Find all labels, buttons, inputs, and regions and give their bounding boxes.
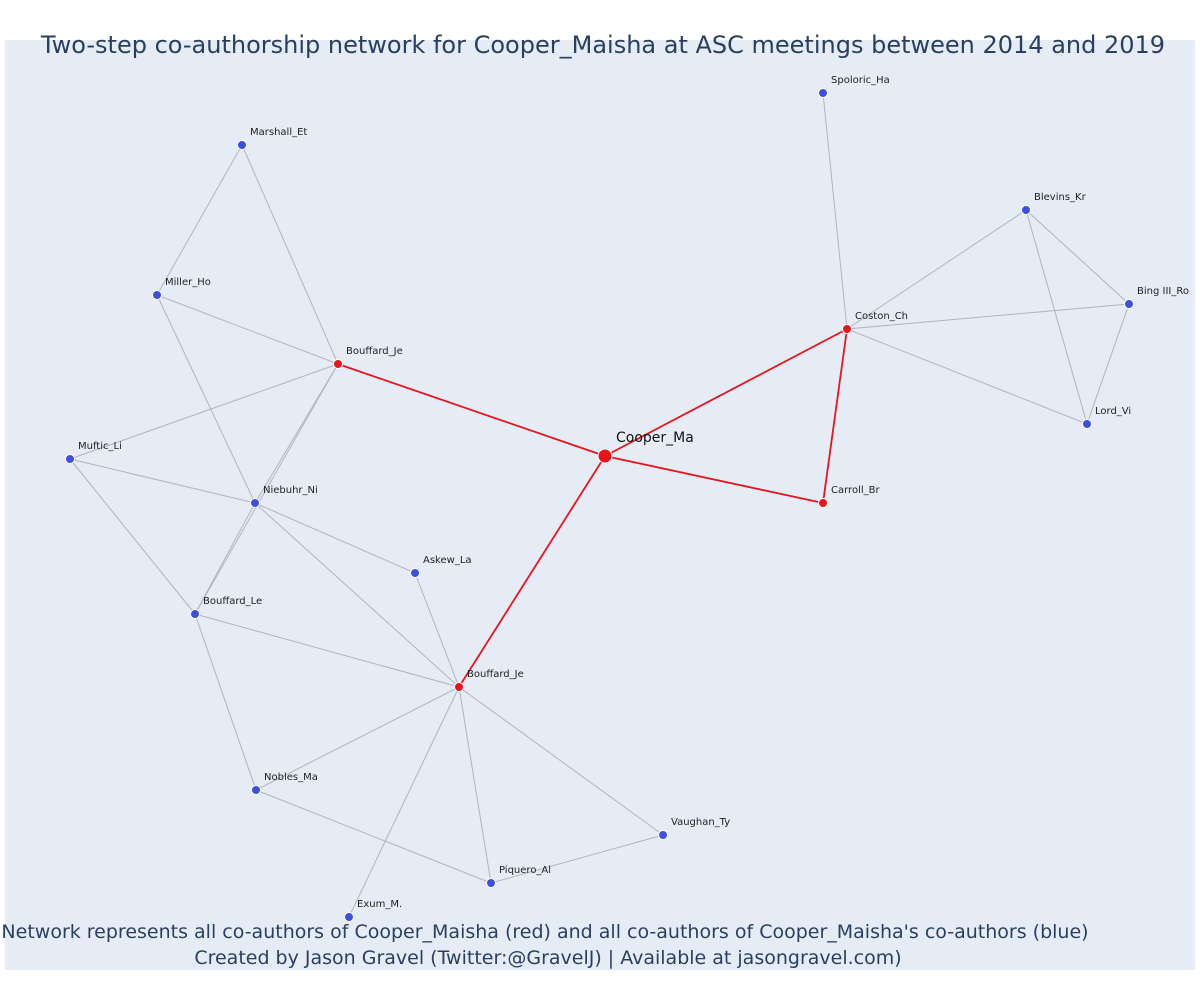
node-label-coston: Coston_Ch xyxy=(855,311,908,322)
edge-niebuhr-bouffard_le xyxy=(194,502,256,615)
labels-layer: Cooper_Ma Bouffard_Je Coston_Ch Carroll_Br B… xyxy=(78,75,1189,910)
edge-marshall-miller xyxy=(156,144,243,296)
chart-title: Two-step co-authorship network for Coope… xyxy=(40,31,1165,59)
node-label-vaughan: Vaughan_Ty xyxy=(671,817,730,828)
node-label-niebuhr: Niebuhr_Ni xyxy=(263,485,318,496)
node-bouffard_le[interactable] xyxy=(190,609,200,619)
edge-bouffard_je2-vaughan xyxy=(458,686,664,836)
node-askew[interactable] xyxy=(410,568,420,578)
edge-bing-lord xyxy=(1086,303,1130,425)
caption-line-2: Created by Jason Gravel (Twitter:@Gravel… xyxy=(194,947,901,969)
edge-miller-niebuhr xyxy=(156,294,256,504)
edge-coston-blevins xyxy=(846,209,1027,330)
edge-muftic-niebuhr xyxy=(69,458,256,504)
node-coston[interactable] xyxy=(842,324,852,334)
edge-bouffard_je2-nobles xyxy=(255,686,460,791)
edge-blevins-lord xyxy=(1025,209,1088,425)
edge-blevins-bing xyxy=(1025,209,1130,305)
node-spoloric[interactable] xyxy=(818,88,828,98)
node-label-bouffard_je1: Bouffard_Je xyxy=(346,346,403,357)
edge-cooper-bouffard_je2 xyxy=(458,455,606,688)
edge-bouffard_je1-marshall xyxy=(241,144,339,365)
node-exum[interactable] xyxy=(344,912,354,922)
node-muftic[interactable] xyxy=(65,454,75,464)
node-label-muftic: Muftic_Li xyxy=(78,441,122,452)
node-marshall[interactable] xyxy=(237,140,247,150)
edge-cooper-coston xyxy=(604,328,848,457)
node-bouffard_je2[interactable] xyxy=(454,682,464,692)
edge-bouffard_je2-exum xyxy=(348,686,460,918)
node-piquero[interactable] xyxy=(486,878,496,888)
node-carroll[interactable] xyxy=(818,498,828,508)
edge-coston-spoloric xyxy=(822,92,848,330)
node-lord[interactable] xyxy=(1082,419,1092,429)
plot-background xyxy=(5,40,1195,970)
node-cooper[interactable] xyxy=(597,448,613,464)
node-label-bouffard_je2: Bouffard_Je xyxy=(467,669,524,680)
node-label-miller: Miller_Ho xyxy=(165,277,211,288)
edge-bouffard_je1-miller xyxy=(156,294,339,365)
node-blevins[interactable] xyxy=(1021,205,1031,215)
edge-cooper-carroll xyxy=(604,455,824,504)
node-bing[interactable] xyxy=(1124,299,1134,309)
node-label-spoloric: Spoloric_Ha xyxy=(831,75,890,86)
node-nobles[interactable] xyxy=(251,785,261,795)
edge-muftic-bouffard_le xyxy=(69,458,196,615)
edge-niebuhr-askew xyxy=(254,502,416,574)
edge-askew-bouffard_je2 xyxy=(414,572,460,688)
node-label-askew: Askew_La xyxy=(423,555,472,566)
node-label-nobles: Nobles_Ma xyxy=(264,772,318,783)
node-label-carroll: Carroll_Br xyxy=(831,485,880,496)
edge-vaughan-piquero xyxy=(490,834,664,884)
nodes-layer xyxy=(65,88,1134,922)
node-label-bouffard_le: Bouffard_Le xyxy=(203,596,262,607)
edge-bouffard_je2-piquero xyxy=(458,686,492,884)
node-vaughan[interactable] xyxy=(658,830,668,840)
node-label-blevins: Blevins_Kr xyxy=(1034,192,1087,203)
node-label-exum: Exum_M. xyxy=(357,899,402,910)
edge-nobles-piquero xyxy=(255,789,492,884)
node-miller[interactable] xyxy=(152,290,162,300)
node-label-piquero: Piquero_Al xyxy=(499,865,551,876)
node-niebuhr[interactable] xyxy=(250,498,260,508)
node-label-marshall: Marshall_Et xyxy=(250,127,307,138)
node-label-bing: Bing III_Ro xyxy=(1137,286,1189,297)
edge-coston-carroll xyxy=(822,328,848,504)
node-label-lord: Lord_Vi xyxy=(1095,406,1131,417)
edge-coston-lord xyxy=(846,328,1088,425)
edge-bouffard_je1-muftic xyxy=(69,363,339,460)
caption-line-1: Network represents all co-authors of Coo… xyxy=(1,921,1088,943)
edge-niebuhr-bouffard_je2 xyxy=(254,502,460,688)
edge-bouffard_le-bouffard_je2 xyxy=(194,613,460,688)
edges-layer xyxy=(69,92,1130,918)
edge-coston-bing xyxy=(846,303,1130,330)
node-label-cooper: Cooper_Ma xyxy=(616,430,694,446)
edge-bouffard_je1-bouffard_le xyxy=(194,363,339,615)
node-bouffard_je1[interactable] xyxy=(333,359,343,369)
edge-bouffard_le-nobles xyxy=(194,613,257,791)
edge-bouffard_je1-niebuhr xyxy=(254,363,339,504)
edge-cooper-bouffard_je1 xyxy=(337,363,606,457)
